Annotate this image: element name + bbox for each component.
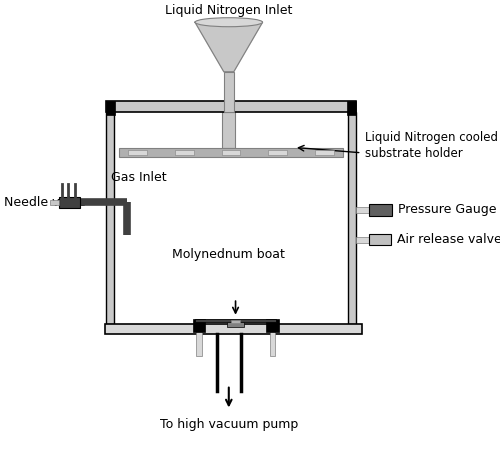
Bar [268,150,287,155]
Bar [106,112,114,324]
Bar [369,234,392,245]
Text: Pressure Gauge: Pressure Gauge [398,203,496,217]
Bar [270,324,276,356]
Bar [315,150,334,155]
Bar [230,320,240,323]
Bar [106,101,115,115]
Bar [105,324,362,334]
Text: To high vacuum pump: To high vacuum pump [160,418,298,431]
Bar [227,322,244,327]
Bar [106,101,356,112]
Bar [356,237,369,243]
Bar [224,72,234,112]
Text: Liquid Nitrogen cooled
substrate holder: Liquid Nitrogen cooled substrate holder [365,131,498,160]
Bar [369,204,392,216]
Bar [348,112,356,324]
Bar [175,150,194,155]
Bar [266,319,278,332]
Bar [356,207,369,213]
Text: Needle valve: Needle valve [4,196,86,209]
Bar [196,324,202,356]
Polygon shape [195,22,262,72]
Bar [120,148,342,157]
Text: Air release valve: Air release valve [397,233,500,246]
Text: Molynednum boat: Molynednum boat [172,248,285,261]
Ellipse shape [195,18,262,27]
Bar [347,101,356,115]
Bar [128,150,148,155]
Bar [192,319,204,332]
Text: Liquid Nitrogen Inlet: Liquid Nitrogen Inlet [165,4,292,16]
Text: Gas Inlet: Gas Inlet [111,171,166,184]
Bar [58,197,80,208]
Bar [195,319,276,322]
Bar [222,150,240,155]
Bar [50,200,58,205]
Bar [222,112,235,148]
